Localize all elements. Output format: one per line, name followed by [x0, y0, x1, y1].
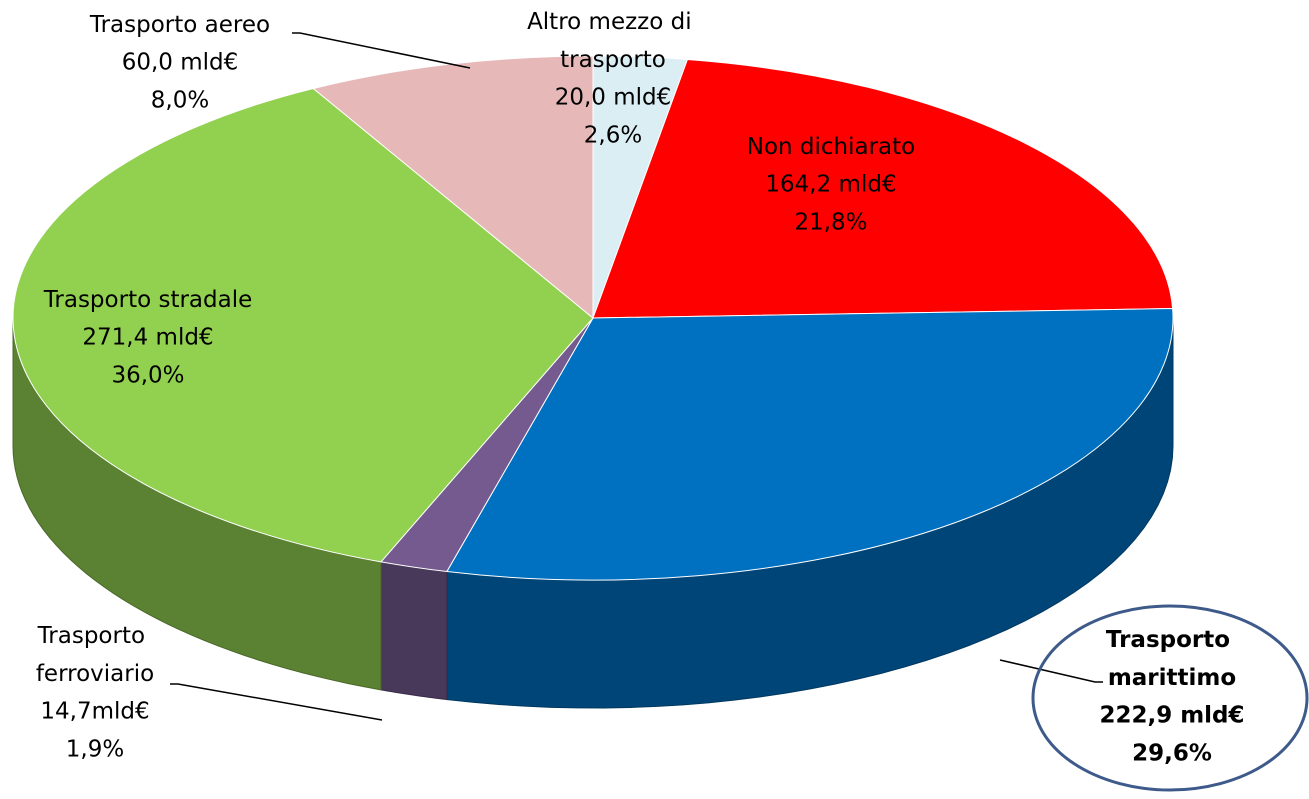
amount-label: 164,2 mld€	[765, 172, 896, 198]
amount-label: 20,0 mld€	[555, 85, 672, 111]
value-label: 29,6%	[1132, 741, 1212, 767]
slice	[12, 87, 594, 563]
slice-side	[380, 561, 448, 701]
slice-label: Trasporto stradale	[43, 287, 253, 313]
amount-label: 271,4 mld€	[82, 325, 213, 351]
slice-label: Trasporto ferroviario	[36, 623, 154, 687]
value-label: 21,8%	[794, 210, 867, 236]
slice	[592, 58, 1174, 319]
slice-label: Trasporto marittimo	[1106, 627, 1238, 691]
slice-label: Altro mezzo di trasporto	[527, 9, 699, 73]
amount-label: 14,7mld€	[40, 699, 149, 725]
value-label: 2,6%	[584, 123, 642, 149]
leader-line	[292, 32, 471, 69]
slice	[446, 308, 1174, 581]
leader-line	[170, 683, 383, 721]
highlight-circle	[1031, 604, 1309, 792]
amount-label: 222,9 mld€	[1099, 703, 1244, 729]
value-label: 36,0%	[111, 363, 184, 389]
slice-label: Non dichiarato	[747, 134, 916, 160]
value-label: 8,0%	[151, 88, 209, 114]
value-label: 1,9%	[66, 737, 124, 763]
slice-label: Trasporto aereo	[89, 12, 270, 38]
leader-line	[999, 659, 1103, 683]
amount-label: 60,0 mld€	[122, 50, 239, 76]
